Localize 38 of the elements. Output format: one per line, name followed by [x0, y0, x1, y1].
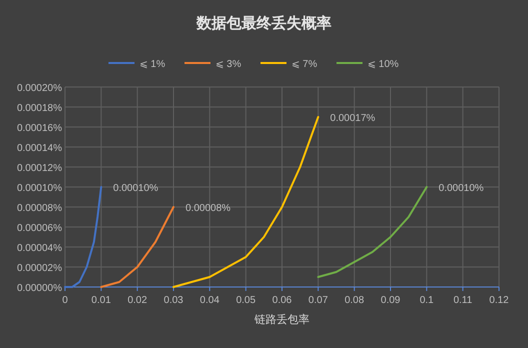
annotation: 0.00008% — [186, 203, 231, 214]
x-tick-label: 0.11 — [453, 295, 473, 306]
annotation: 0.00017% — [330, 113, 376, 124]
line-series — [64, 186, 102, 288]
y-tick-label: 0.00018% — [16, 103, 62, 114]
x-tick-label: 0.07 — [308, 295, 328, 306]
y-tick-label: 0.00014% — [16, 143, 62, 154]
legend-label: ⩽ 1% — [140, 59, 166, 70]
legend-label: ⩽ 7% — [292, 59, 318, 70]
annotation: 0.00010% — [113, 183, 158, 194]
x-tick-label: 0.06 — [272, 295, 292, 306]
annotation: 0.00010% — [438, 183, 484, 194]
x-tick-label: 0.01 — [91, 295, 112, 306]
x-tick-label: 0.02 — [128, 295, 148, 306]
x-tick-label: 0.05 — [236, 295, 256, 306]
y-tick-label: 0.00002% — [16, 263, 62, 274]
y-tick-label: 0.00012% — [16, 163, 62, 174]
y-tick-label: 0.00016% — [16, 123, 62, 134]
x-axis-title: 链路丢包率 — [254, 313, 310, 326]
x-tick-label: 0.04 — [200, 295, 220, 306]
line-series — [100, 206, 174, 288]
legend-label: ⩽ 3% — [216, 59, 242, 70]
x-tick-label: 0.09 — [380, 295, 401, 306]
y-tick-label: 0.00004% — [16, 243, 62, 254]
x-tick-label: 0.12 — [489, 295, 510, 306]
x-tick-label: 0.08 — [344, 295, 364, 306]
y-tick-label: 0.00008% — [16, 203, 62, 214]
line-series — [317, 186, 428, 278]
x-tick-label: 0 — [62, 295, 68, 306]
y-tick-label: 0.00000% — [16, 283, 62, 294]
legend-label: ⩽ 10% — [368, 59, 399, 70]
y-tick-label: 0.00020% — [16, 83, 62, 94]
chart-title: 数据包最终丢失概率 — [196, 14, 332, 32]
y-tick-label: 0.00006% — [16, 223, 62, 234]
x-tick-label: 0.1 — [420, 295, 434, 306]
y-tick-label: 0.00010% — [16, 183, 62, 194]
x-tick-label: 0.03 — [164, 295, 184, 306]
line-series — [172, 116, 320, 288]
